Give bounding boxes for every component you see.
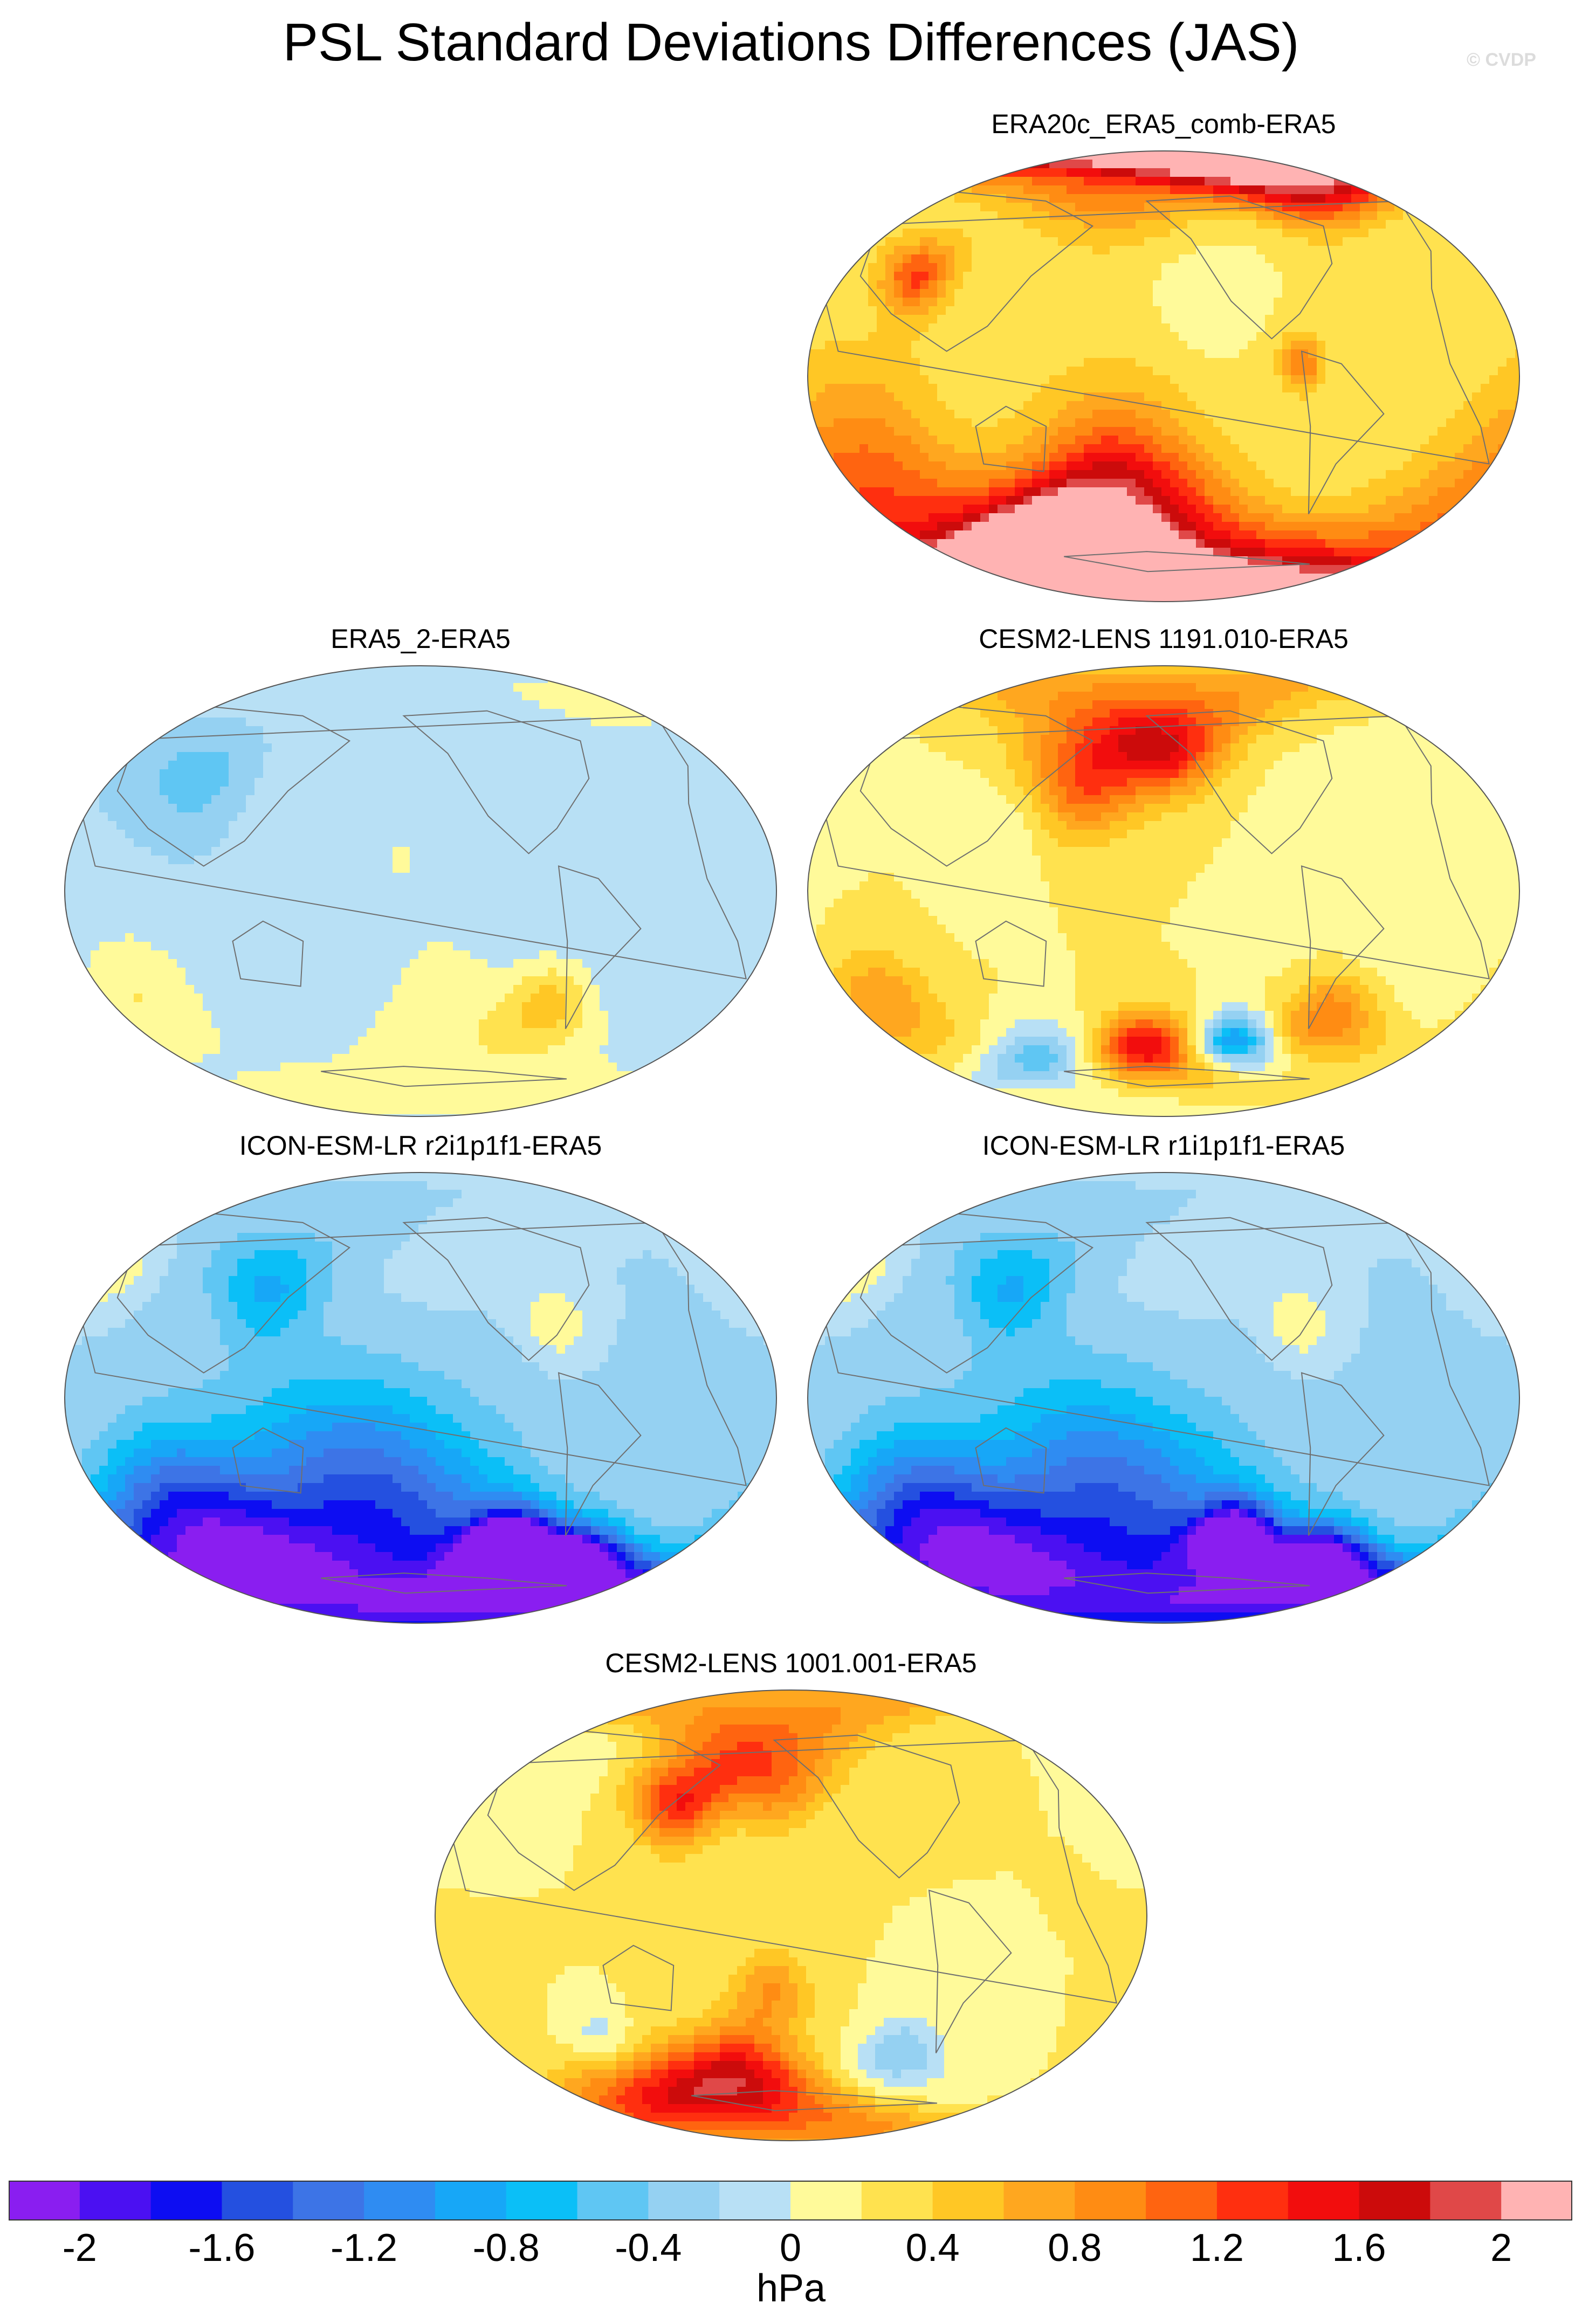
continent-outline xyxy=(1064,551,1310,573)
colorbar-units-label: hPa xyxy=(0,2264,1582,2313)
colorbar-swatch xyxy=(577,2181,649,2220)
colorbar-tick-label: 0 xyxy=(737,2224,844,2272)
colorbar-tick-label: 1.6 xyxy=(1305,2224,1413,2272)
map-era20c xyxy=(807,150,1520,602)
continent-outline xyxy=(691,2090,938,2112)
colorbar-swatch xyxy=(1003,2181,1075,2220)
continent-outline xyxy=(1145,1217,1333,1361)
colorbar-border xyxy=(9,2181,1572,2220)
panel-icon-r2: ICON-ESM-LR r2i1p1f1-ERA5 xyxy=(54,1127,787,1639)
colorbar-swatch xyxy=(435,2181,507,2220)
continent-outline xyxy=(975,920,1047,987)
colorbar-tick-label: 0.4 xyxy=(879,2224,987,2272)
continent-outline xyxy=(232,920,304,987)
map-border xyxy=(807,150,1520,602)
continent-outline xyxy=(975,1427,1047,1494)
colorbar-tick-label: -0.8 xyxy=(452,2224,560,2272)
map-era5-2 xyxy=(64,665,777,1117)
continent-outline xyxy=(321,1066,567,1087)
colorbar-swatch xyxy=(293,2181,364,2220)
continent-outline xyxy=(1145,710,1333,854)
colorbar-swatch xyxy=(1075,2181,1146,2220)
colorbar-swatch xyxy=(79,2181,152,2220)
colorbar-tick-label: 2 xyxy=(1447,2224,1555,2272)
colorbar-tick-label: -0.4 xyxy=(594,2224,702,2272)
continent-outline xyxy=(1301,865,1385,1029)
colorbar-swatch xyxy=(1216,2181,1289,2220)
continent-outline xyxy=(116,1209,351,1374)
panel-title: ERA20c_ERA5_comb-ERA5 xyxy=(797,105,1530,143)
colorbar-swatch xyxy=(1146,2181,1218,2220)
colorbar-swatch xyxy=(364,2181,436,2220)
continent-outline xyxy=(1301,1372,1385,1536)
map-border xyxy=(807,1172,1520,1624)
continent-outline xyxy=(116,702,351,867)
colorbar-swatch xyxy=(719,2181,791,2220)
continent-outline xyxy=(859,702,1094,867)
map-border xyxy=(435,1689,1147,2141)
colorbar-swatch xyxy=(1359,2181,1430,2220)
continent-outline xyxy=(487,1727,721,1891)
map-border xyxy=(64,665,777,1117)
panel-era5-2: ERA5_2-ERA5 xyxy=(54,620,787,1132)
figure-title: PSL Standard Deviations Differences (JAS… xyxy=(0,10,1582,74)
panel-cesm-1001: CESM2-LENS 1001.001-ERA5 xyxy=(424,1644,1158,2156)
panel-title: ICON-ESM-LR r2i1p1f1-ERA5 xyxy=(54,1127,787,1164)
panel-era20c: ERA20c_ERA5_comb-ERA5 xyxy=(797,105,1530,617)
map-cesm-1191 xyxy=(807,665,1520,1117)
continent-outline xyxy=(1064,1573,1310,1594)
continent-outline xyxy=(321,1573,567,1594)
panel-title: CESM2-LENS 1001.001-ERA5 xyxy=(424,1644,1158,1682)
colorbar xyxy=(9,2181,1572,2220)
colorbar-swatch xyxy=(1430,2181,1502,2220)
continent-outline xyxy=(1301,350,1385,514)
colorbar-tick-label: 1.2 xyxy=(1163,2224,1271,2272)
map-border xyxy=(807,665,1520,1117)
panel-cesm-1191: CESM2-LENS 1191.010-ERA5 xyxy=(797,620,1530,1132)
continent-outline xyxy=(402,1217,590,1361)
continent-outline xyxy=(975,405,1047,472)
colorbar-swatch xyxy=(648,2181,720,2220)
colorbar-tick-label: -2 xyxy=(26,2224,134,2272)
continent-outline xyxy=(773,1734,960,1879)
continent-outline xyxy=(859,1209,1094,1374)
continent-outline xyxy=(558,1372,642,1536)
colorbar-swatch xyxy=(932,2181,1004,2220)
continent-outline xyxy=(859,188,1094,352)
continent-outline xyxy=(928,1889,1012,2053)
colorbar-swatch xyxy=(222,2181,293,2220)
map-cesm-1001 xyxy=(435,1689,1147,2141)
panel-title: ERA5_2-ERA5 xyxy=(54,620,787,658)
colorbar-swatch xyxy=(1501,2181,1572,2220)
continent-outline xyxy=(1145,195,1333,340)
continent-outline xyxy=(402,710,590,854)
credit-label: © CVDP xyxy=(1467,50,1536,71)
colorbar-swatch xyxy=(861,2181,933,2220)
continent-outline xyxy=(558,865,642,1029)
map-border xyxy=(64,1172,777,1624)
panel-icon-r1: ICON-ESM-LR r1i1p1f1-ERA5 xyxy=(797,1127,1530,1639)
colorbar-tick-label: -1.6 xyxy=(168,2224,276,2272)
colorbar-tick-label: 0.8 xyxy=(1021,2224,1129,2272)
map-icon-r1 xyxy=(807,1172,1520,1624)
panel-title: ICON-ESM-LR r1i1p1f1-ERA5 xyxy=(797,1127,1530,1164)
colorbar-swatch xyxy=(9,2181,80,2220)
colorbar-swatch xyxy=(790,2181,862,2220)
colorbar-swatch xyxy=(150,2181,222,2220)
colorbar-tick-label: -1.2 xyxy=(310,2224,418,2272)
colorbar-swatch xyxy=(506,2181,578,2220)
continent-outline xyxy=(602,1944,675,2011)
continent-outline xyxy=(232,1427,304,1494)
colorbar-swatch xyxy=(1288,2181,1360,2220)
continent-outline xyxy=(1064,1066,1310,1087)
map-icon-r2 xyxy=(64,1172,777,1624)
panel-title: CESM2-LENS 1191.010-ERA5 xyxy=(797,620,1530,658)
